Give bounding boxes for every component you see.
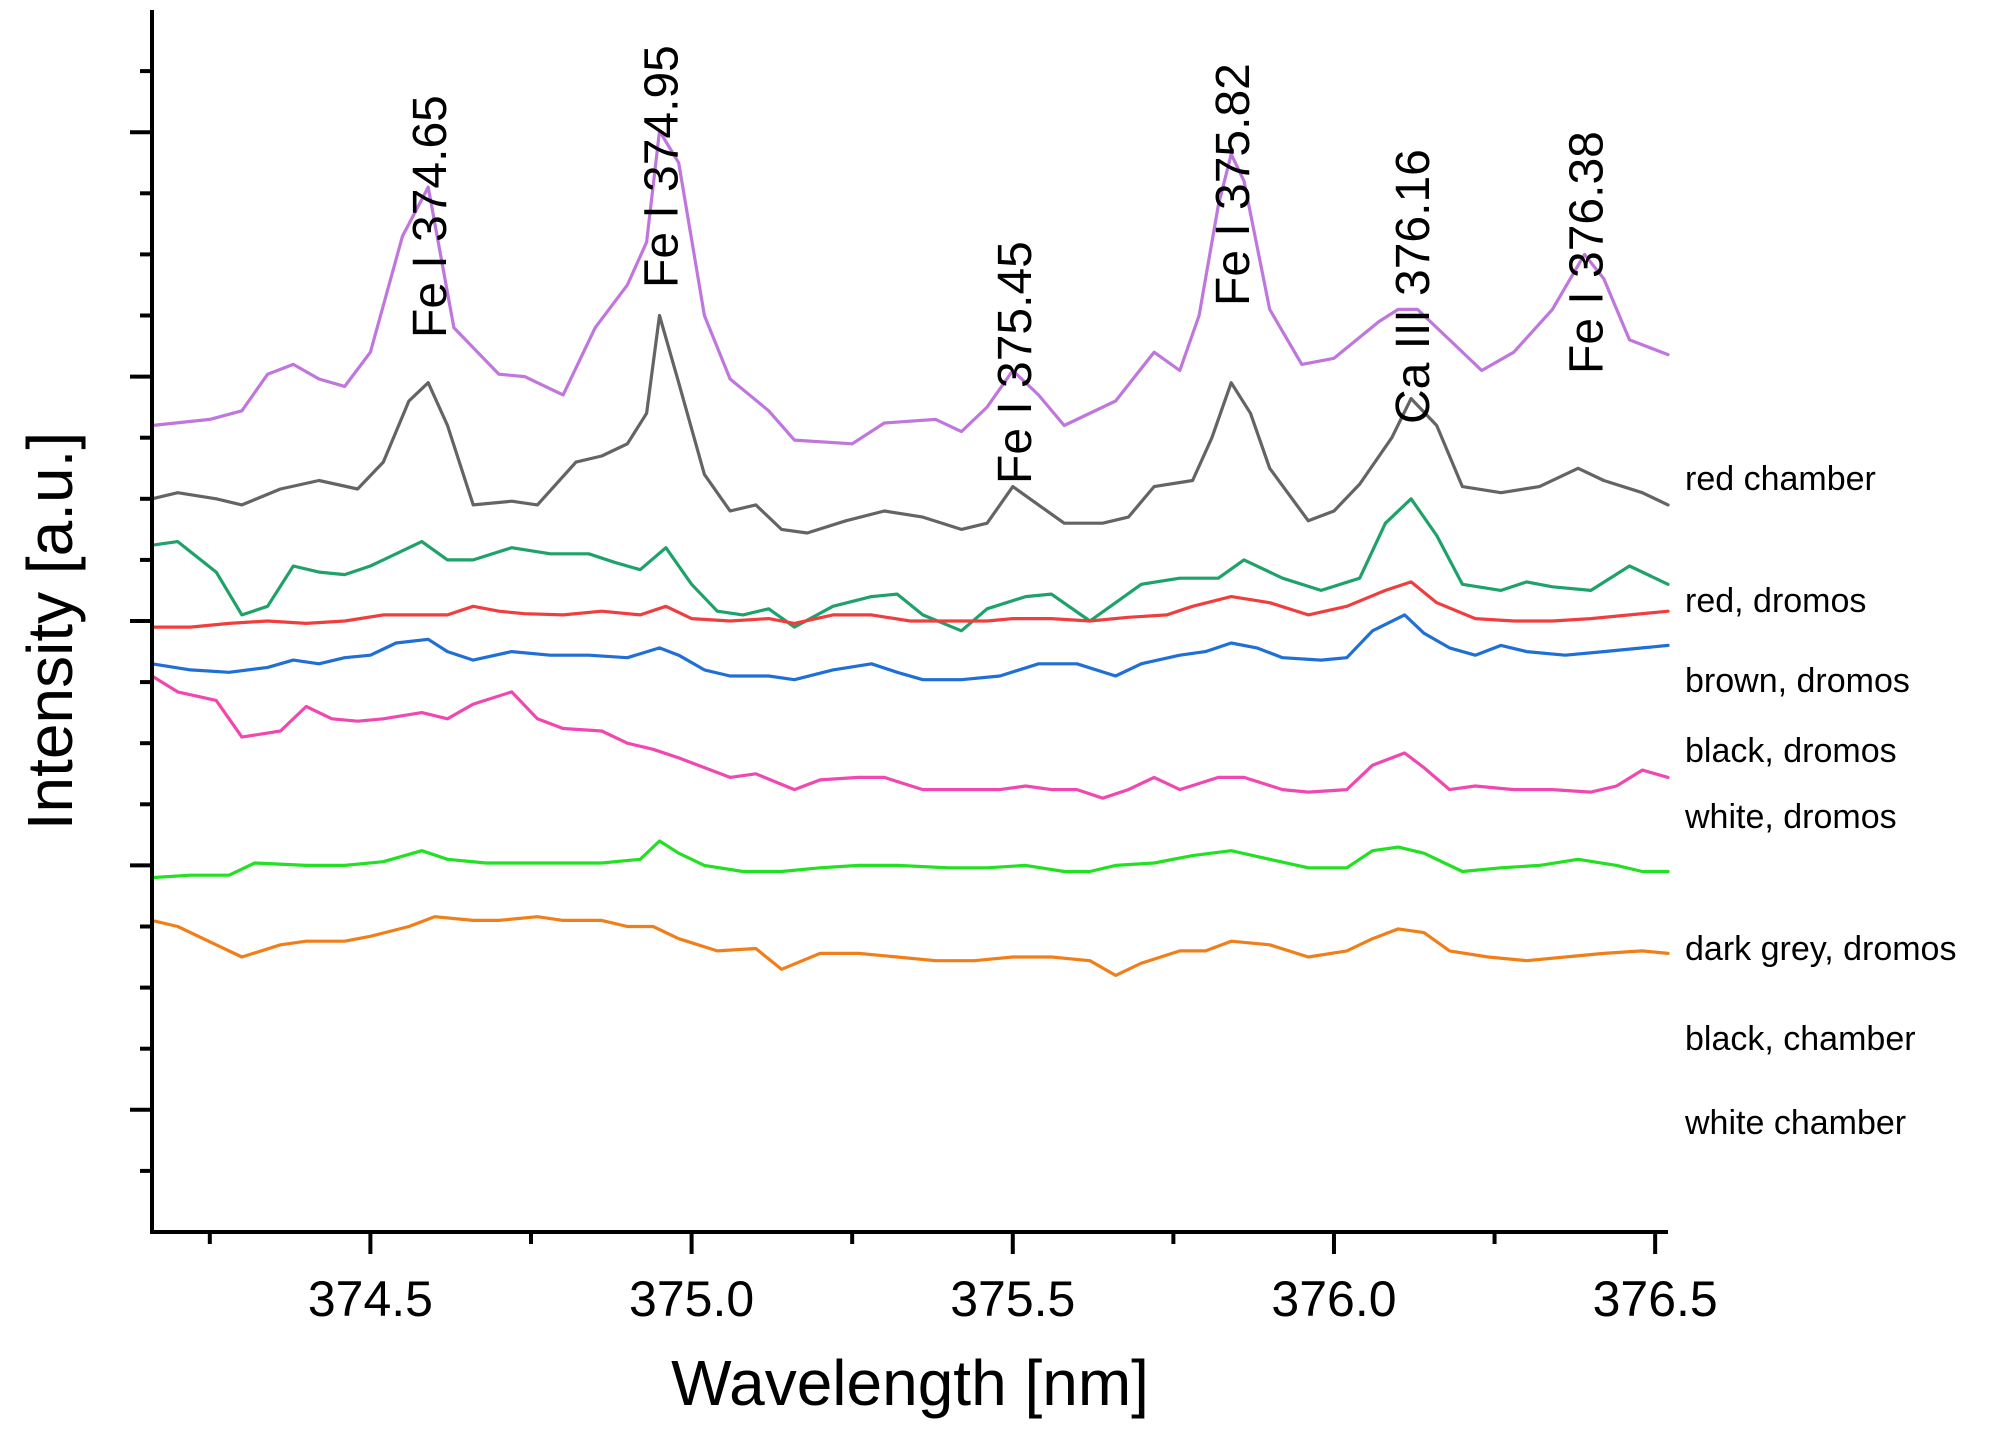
series-line-black-chamber <box>150 839 1670 880</box>
x-tick-label: 375.0 <box>629 1271 754 1327</box>
peak-annotation: Fe I 375.82 <box>1207 63 1260 306</box>
series-line-black-dromos <box>150 580 1670 629</box>
series-layer <box>150 129 1670 978</box>
peak-annotation: Fe I 376.38 <box>1560 131 1613 374</box>
series-label: black, dromos <box>1685 732 1897 770</box>
x-axis-title: Wavelength [nm] <box>671 1347 1149 1419</box>
series-label: white chamber <box>1684 1104 1906 1142</box>
series-line-white-chamber <box>150 915 1670 978</box>
series-line-red-chamber <box>150 129 1670 446</box>
peak-annotation: Ca III 376.16 <box>1387 149 1440 424</box>
x-tick-label: 376.5 <box>1593 1271 1718 1327</box>
x-tick-label: 375.5 <box>950 1271 1075 1327</box>
series-label: dark grey, dromos <box>1685 930 1956 968</box>
x-tick-label: 374.5 <box>308 1271 433 1327</box>
peak-annotation: Fe I 374.65 <box>404 95 457 338</box>
series-label: black, chamber <box>1685 1020 1916 1058</box>
peak-annotation: Fe I 374.95 <box>635 45 688 288</box>
series-line-brown-dromos <box>150 497 1670 633</box>
text-layer: Wavelength [nm] Intensity [a.u.] 374.5 37… <box>14 45 1956 1419</box>
series-label: brown, dromos <box>1685 662 1910 700</box>
series-line-dark-grey-dromos <box>150 674 1670 800</box>
x-tick-label: 376.0 <box>1271 1271 1396 1327</box>
series-label: white, dromos <box>1684 798 1897 836</box>
series-label: red, dromos <box>1685 582 1866 620</box>
peak-annotation: Fe I 375.45 <box>989 241 1042 484</box>
series-label: red chamber <box>1685 460 1876 498</box>
y-axis-title: Intensity [a.u.] <box>14 432 86 830</box>
axis-frame <box>150 10 1668 1234</box>
series-line-white-dromos <box>150 613 1670 682</box>
series-line-red-dromos <box>150 313 1670 535</box>
axes-layer <box>130 10 1668 1254</box>
